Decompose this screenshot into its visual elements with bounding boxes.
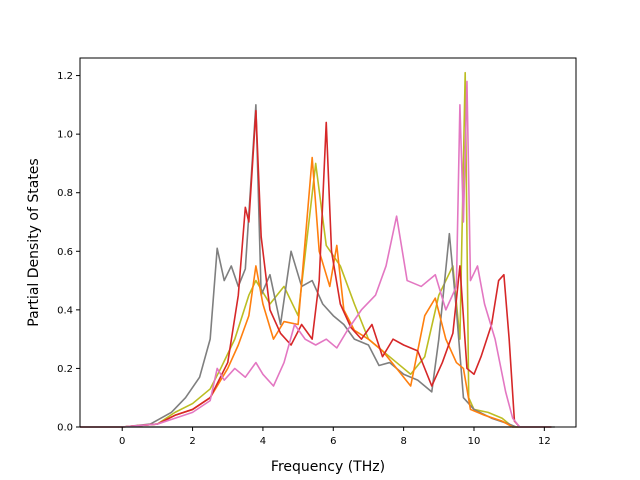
y-tick-label: 0.0 — [57, 423, 73, 434]
y-tick-label: 0.6 — [57, 247, 73, 258]
x-tick-label: 12 — [538, 436, 551, 447]
y-tick-label: 0.2 — [57, 364, 73, 375]
series-line-4 — [80, 109, 552, 428]
y-tick-label: 1.2 — [57, 71, 73, 82]
y-axis-label: Partial Density of States — [26, 158, 42, 326]
series-line-5 — [80, 80, 552, 428]
x-tick-label: 8 — [400, 436, 406, 447]
series-line-1 — [80, 71, 552, 428]
x-tick-label: 6 — [330, 436, 336, 447]
x-tick-label: 10 — [468, 436, 481, 447]
y-axis-ticks: 0.0 0.2 0.4 0.6 0.8 1.0 1.2 — [57, 71, 80, 434]
x-axis-label: Frequency (THz) — [271, 459, 385, 475]
x-tick-label: 2 — [189, 436, 195, 447]
y-tick-label: 0.4 — [57, 305, 73, 316]
y-tick-label: 0.8 — [57, 188, 73, 199]
x-tick-label: 0 — [119, 436, 125, 447]
x-axis-ticks: 0 2 4 6 8 10 12 — [119, 427, 551, 447]
plot-frame — [79, 57, 577, 428]
x-tick-label: 4 — [260, 436, 266, 447]
y-tick-label: 1.0 — [57, 130, 73, 141]
